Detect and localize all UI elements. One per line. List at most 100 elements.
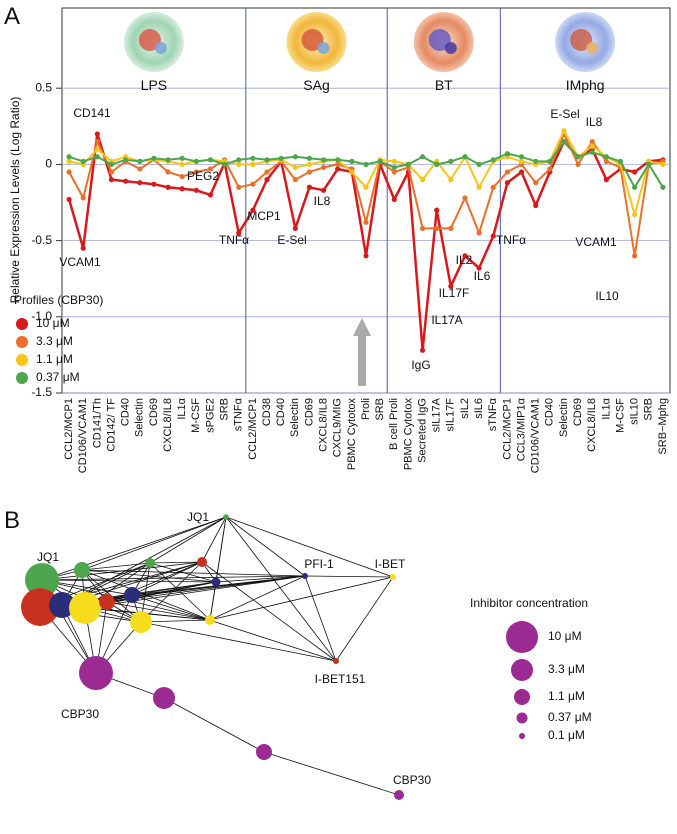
annotation: E-Sel	[550, 107, 579, 121]
annotation: VCAM1	[575, 235, 617, 249]
data-point	[589, 138, 595, 145]
data-point	[94, 131, 100, 137]
legend-title: Inhibitor concentration	[470, 596, 588, 610]
data-point	[504, 151, 510, 157]
network-edge	[225, 516, 337, 662]
network-node	[145, 558, 155, 568]
network-edge	[225, 516, 394, 578]
data-point	[504, 180, 510, 186]
data-point	[292, 225, 298, 232]
network-edge	[209, 575, 306, 621]
x-tick-label: sTNFα	[487, 397, 499, 431]
annotation: IL2	[456, 253, 473, 267]
data-point	[462, 154, 468, 160]
data-point	[533, 180, 539, 186]
network-node	[197, 557, 207, 567]
data-point	[250, 161, 256, 167]
annotation: MCP1	[247, 209, 281, 223]
network-edge	[140, 619, 211, 623]
x-tick-label: CD106/VCAM1	[530, 398, 542, 473]
legend-label: 3.3 μM	[36, 334, 73, 348]
network-node	[394, 790, 404, 800]
data-point	[66, 158, 72, 164]
data-point	[349, 158, 355, 164]
legend-marker	[506, 621, 538, 653]
x-tick-label: CCL2/MCP1	[501, 398, 513, 460]
network-edge	[201, 516, 227, 563]
data-point	[518, 169, 525, 175]
network-edge	[209, 516, 227, 621]
data-point	[207, 166, 214, 172]
data-point	[462, 195, 468, 201]
x-tick-label: CCL2/MCP1	[63, 398, 75, 460]
y-tick-label: -1.5	[31, 385, 52, 399]
data-point	[561, 128, 567, 134]
network-node	[256, 744, 272, 760]
x-tick-label: sIL10	[629, 398, 641, 425]
network-edge	[163, 697, 265, 753]
annotation: IgG	[411, 358, 430, 372]
panel-label: B	[4, 507, 20, 534]
network-edge	[106, 561, 203, 603]
group-icon-cell	[444, 42, 457, 54]
data-point	[236, 184, 242, 190]
data-point	[179, 173, 185, 180]
network-node	[130, 611, 152, 633]
network-node	[74, 562, 90, 578]
data-point	[419, 177, 426, 183]
data-point	[207, 157, 214, 163]
x-tick-label: SRB	[219, 398, 231, 421]
x-tick-label: Selectin	[558, 398, 570, 437]
data-point	[632, 253, 638, 259]
x-tick-label: IL1α	[600, 397, 612, 419]
network-edge	[131, 581, 217, 596]
x-tick-label: B cell Proli	[388, 398, 400, 450]
annotation: IL8	[586, 115, 603, 129]
data-point	[504, 169, 510, 175]
data-point	[646, 161, 652, 167]
data-point	[575, 154, 581, 160]
legend-label: 10 μM	[548, 629, 582, 643]
data-point	[349, 169, 355, 175]
data-point	[123, 178, 129, 184]
annotation: E-Sel	[277, 233, 306, 247]
legend-label: 3.3 μM	[548, 662, 585, 676]
group-label: IMphg	[566, 77, 605, 93]
x-tick-label: CD40	[120, 398, 132, 426]
network-edge	[81, 569, 306, 577]
annotation: CD141	[73, 106, 111, 120]
data-point	[533, 158, 539, 164]
data-point	[589, 143, 595, 149]
data-point	[476, 265, 482, 271]
data-point	[476, 161, 482, 167]
data-point	[80, 195, 86, 201]
data-point	[448, 225, 454, 232]
y-tick-label: 0.5	[35, 80, 52, 94]
annotation: PEG2	[187, 169, 219, 183]
group-icon-cell	[428, 29, 451, 51]
data-point	[335, 157, 341, 163]
x-tick-label: SRB	[643, 398, 655, 421]
legend-marker	[16, 372, 28, 384]
data-point	[137, 166, 143, 172]
group-label: LPS	[141, 77, 167, 93]
data-point	[476, 184, 482, 190]
x-tick-label: CD38	[261, 398, 273, 426]
data-point	[490, 157, 496, 163]
data-point	[264, 177, 270, 183]
node-label: CBP30	[61, 707, 99, 721]
x-tick-label: CXCL8/IL8	[162, 398, 174, 452]
network-edge	[131, 561, 203, 596]
data-point	[151, 181, 157, 187]
group-icon-cell	[586, 42, 599, 54]
legend-label: 0.37 μM	[36, 370, 80, 384]
x-tick-label: Proli	[360, 398, 372, 420]
y-tick-label: -0.5	[31, 233, 52, 247]
data-point	[292, 154, 298, 160]
legend-label: 0.37 μM	[548, 710, 592, 724]
annotation: IL17A	[431, 313, 462, 327]
data-point	[193, 169, 199, 175]
data-point	[179, 161, 185, 167]
data-point	[123, 157, 129, 163]
